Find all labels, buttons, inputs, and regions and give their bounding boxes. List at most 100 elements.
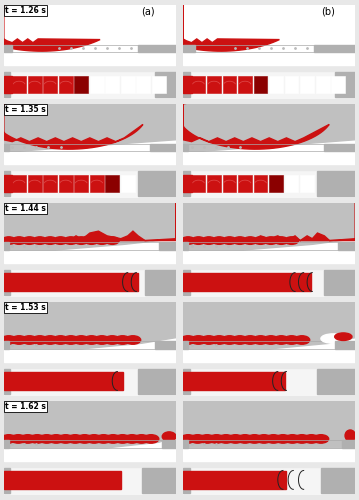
Circle shape xyxy=(94,336,109,344)
Circle shape xyxy=(237,434,253,443)
Circle shape xyxy=(77,434,92,443)
Circle shape xyxy=(105,237,119,244)
Text: (b): (b) xyxy=(321,7,335,17)
Bar xyxy=(12,174,26,192)
Bar xyxy=(342,440,355,448)
Circle shape xyxy=(64,237,78,244)
Bar xyxy=(321,468,355,493)
Bar xyxy=(43,174,57,192)
Circle shape xyxy=(53,336,68,344)
Circle shape xyxy=(43,237,57,244)
Circle shape xyxy=(84,336,99,344)
Bar xyxy=(325,270,355,295)
Bar xyxy=(223,174,237,192)
Circle shape xyxy=(115,434,130,443)
Circle shape xyxy=(22,336,37,344)
Circle shape xyxy=(233,237,247,244)
Bar xyxy=(317,171,355,196)
Bar xyxy=(145,270,176,295)
Polygon shape xyxy=(69,203,176,240)
Polygon shape xyxy=(252,203,355,240)
Bar xyxy=(4,401,176,461)
Ellipse shape xyxy=(321,334,345,344)
Bar xyxy=(338,242,355,250)
Bar xyxy=(4,170,176,198)
Bar xyxy=(183,76,192,92)
Bar xyxy=(138,171,176,196)
Bar xyxy=(4,71,176,99)
Bar xyxy=(183,302,355,362)
Bar xyxy=(10,272,138,291)
Bar xyxy=(183,144,188,151)
Polygon shape xyxy=(183,302,355,349)
Circle shape xyxy=(190,434,205,443)
Circle shape xyxy=(143,434,159,443)
Bar xyxy=(317,368,355,394)
Circle shape xyxy=(74,336,89,344)
Bar xyxy=(74,76,88,92)
Circle shape xyxy=(134,434,149,443)
Bar xyxy=(335,342,355,349)
Bar xyxy=(138,368,176,394)
Circle shape xyxy=(232,336,248,344)
Bar xyxy=(4,104,176,164)
Bar xyxy=(183,171,190,196)
Circle shape xyxy=(253,336,268,344)
Bar xyxy=(4,461,176,466)
Ellipse shape xyxy=(162,432,176,442)
Bar xyxy=(300,76,314,92)
Bar xyxy=(183,372,285,390)
Circle shape xyxy=(95,237,109,244)
Bar xyxy=(4,468,10,493)
Bar xyxy=(183,72,190,98)
Circle shape xyxy=(266,434,281,443)
Bar xyxy=(190,272,311,291)
Ellipse shape xyxy=(345,430,355,442)
Polygon shape xyxy=(4,78,143,149)
Text: t = 1.26 s: t = 1.26 s xyxy=(5,6,46,15)
Bar xyxy=(331,76,345,92)
Bar xyxy=(183,44,195,52)
Circle shape xyxy=(96,434,111,443)
Circle shape xyxy=(85,237,98,244)
Circle shape xyxy=(192,237,205,244)
Circle shape xyxy=(105,434,121,443)
Circle shape xyxy=(115,336,130,344)
Circle shape xyxy=(125,336,141,344)
Circle shape xyxy=(212,237,226,244)
Polygon shape xyxy=(4,401,176,448)
Circle shape xyxy=(39,434,55,443)
Bar xyxy=(136,76,150,92)
Bar xyxy=(4,164,176,170)
Bar xyxy=(183,468,190,493)
Bar xyxy=(4,263,176,269)
Bar xyxy=(4,368,10,394)
Bar xyxy=(183,466,355,495)
Circle shape xyxy=(202,237,216,244)
Bar xyxy=(90,76,104,92)
Circle shape xyxy=(1,336,17,344)
Circle shape xyxy=(223,237,237,244)
Bar xyxy=(4,466,176,495)
Polygon shape xyxy=(183,78,329,149)
Circle shape xyxy=(209,434,224,443)
Circle shape xyxy=(191,336,206,344)
Bar xyxy=(4,242,9,250)
Bar xyxy=(12,76,26,92)
Bar xyxy=(192,76,205,92)
Bar xyxy=(138,44,176,52)
Bar xyxy=(4,44,12,52)
Polygon shape xyxy=(4,302,176,349)
Circle shape xyxy=(42,336,58,344)
Circle shape xyxy=(12,237,26,244)
Bar xyxy=(4,203,176,263)
Polygon shape xyxy=(4,104,176,151)
Circle shape xyxy=(256,434,272,443)
Bar xyxy=(155,342,176,349)
Circle shape xyxy=(67,434,83,443)
Ellipse shape xyxy=(335,333,352,340)
Bar xyxy=(4,372,122,390)
Bar xyxy=(325,144,355,151)
Bar xyxy=(300,174,314,192)
Bar xyxy=(4,272,10,291)
